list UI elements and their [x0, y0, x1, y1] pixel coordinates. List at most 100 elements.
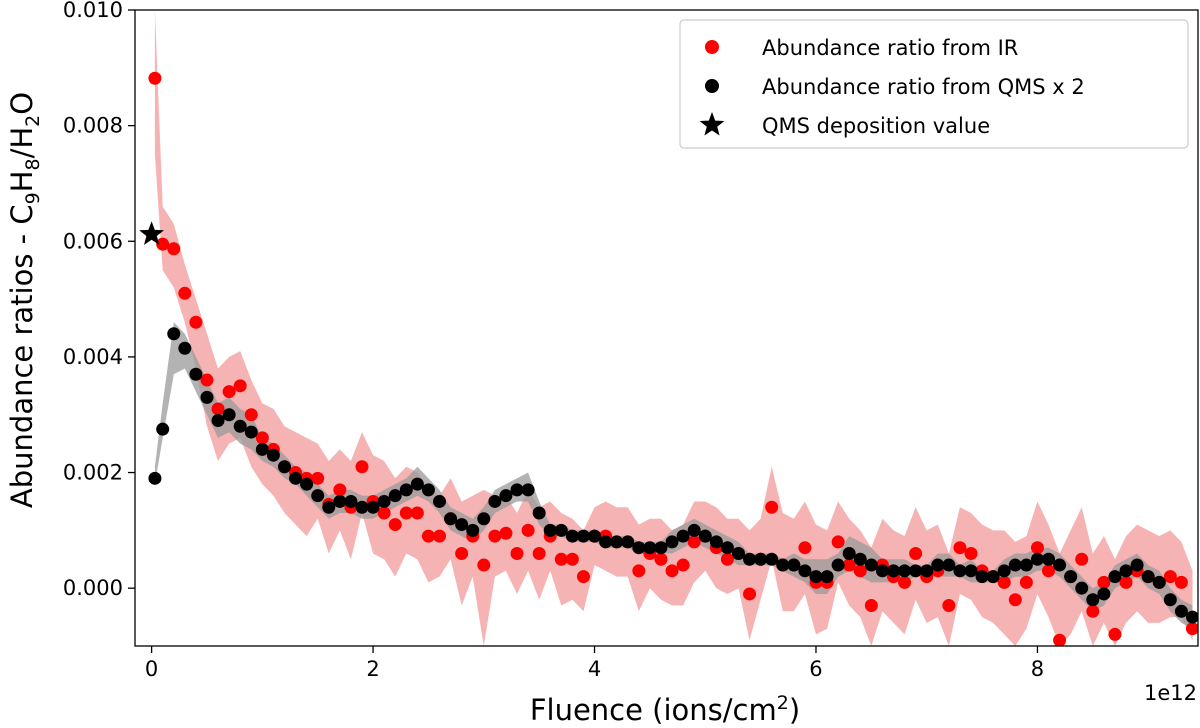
ir-point	[909, 546, 923, 560]
y-tick-label: 0.000	[63, 576, 123, 600]
qms-point	[909, 564, 923, 578]
ir-point	[189, 315, 203, 329]
x-tick-label: 2	[366, 657, 379, 681]
qms-point	[610, 535, 624, 549]
ir-point	[687, 535, 701, 549]
ir-point	[510, 546, 524, 560]
legend-star-label: QMS deposition value	[762, 114, 990, 138]
qms-point	[156, 422, 170, 436]
ir-point	[632, 564, 646, 578]
qms-point	[178, 341, 192, 355]
qms-point	[731, 546, 745, 560]
ir-point	[665, 564, 679, 578]
ir-point	[244, 408, 258, 422]
ir-point	[455, 546, 469, 560]
qms-point	[831, 558, 845, 572]
ir-point	[532, 546, 546, 560]
qms-point	[1086, 593, 1100, 607]
qms-point	[421, 483, 435, 497]
ir-point	[311, 471, 325, 485]
qms-point	[654, 541, 668, 555]
ir-point	[1185, 622, 1198, 636]
qms-point	[543, 523, 557, 537]
qms-point	[942, 558, 956, 572]
ir-point	[554, 552, 568, 566]
qms-point	[698, 529, 712, 543]
qms-point	[388, 489, 402, 503]
qms-point	[255, 442, 269, 456]
qms-point	[1075, 581, 1089, 595]
qms-point	[1097, 587, 1111, 601]
qms-point	[322, 500, 336, 514]
qms-point	[244, 425, 258, 439]
qms-point	[344, 494, 358, 508]
ir-point	[222, 385, 236, 399]
x-axis-label-base: Fluence (ions/cm	[530, 693, 777, 727]
qms-point	[167, 327, 181, 341]
ir-point	[831, 535, 845, 549]
qms-point	[886, 564, 900, 578]
x-tick-label: 6	[809, 657, 822, 681]
ir-point	[200, 373, 214, 387]
y-tick-label: 0.010	[63, 0, 123, 22]
qms-point	[554, 523, 568, 537]
y-tick-label: 0.004	[63, 345, 123, 369]
ir-point	[853, 564, 867, 578]
x-axis-ticks: 0 2 4 6 8	[145, 646, 1044, 681]
ir-point	[355, 460, 369, 474]
ir-point	[1119, 575, 1133, 589]
qms-point	[510, 483, 524, 497]
ir-point	[1108, 627, 1122, 641]
legend-box	[679, 19, 1189, 149]
qms-point	[1030, 552, 1044, 566]
qms-point	[820, 570, 834, 584]
y-axis-label-mid1: H	[5, 170, 39, 192]
y-tick-label: 0.006	[63, 229, 123, 253]
x-axis-label: Fluence (ions/cm2)	[530, 692, 800, 727]
ir-point	[1075, 552, 1089, 566]
qms-point	[333, 494, 347, 508]
qms-point	[875, 564, 889, 578]
qms-point	[632, 541, 646, 555]
legend-ir-label: Abundance ratio from IR	[762, 36, 1018, 60]
qms-point	[399, 483, 413, 497]
ir-point	[333, 483, 347, 497]
qms-point	[1119, 564, 1133, 578]
deposition-star	[139, 221, 164, 245]
qms-point	[643, 541, 657, 555]
qms-point	[975, 570, 989, 584]
ir-point	[255, 431, 269, 445]
legend-qms-label: Abundance ratio from QMS x 2	[762, 75, 1085, 99]
legend: Abundance ratio from IR Abundance ratio …	[679, 19, 1189, 149]
ir-point	[421, 529, 435, 543]
ir-point	[898, 575, 912, 589]
qms-point	[311, 489, 325, 503]
y-axis-label-sub3: 2	[22, 115, 44, 127]
qms-point	[842, 546, 856, 560]
qms-point	[1174, 604, 1188, 618]
qms-point	[720, 541, 734, 555]
ir-point	[765, 500, 779, 514]
qms-point	[488, 494, 502, 508]
qms-point	[997, 564, 1011, 578]
ir-point	[1097, 575, 1111, 589]
qms-point	[676, 529, 690, 543]
qms-point	[211, 414, 225, 428]
qms-point	[665, 535, 679, 549]
qms-point	[1152, 575, 1166, 589]
ir-point	[964, 546, 978, 560]
ir-point	[377, 506, 391, 520]
qms-point	[787, 558, 801, 572]
ir-point	[953, 541, 967, 555]
qms-point	[277, 460, 291, 474]
y-axis-label-prefix: Abundance ratios - C	[5, 204, 39, 508]
qms-point	[1019, 558, 1033, 572]
qms-point	[776, 558, 790, 572]
qms-point	[798, 564, 812, 578]
plot-frame	[134, 9, 1199, 647]
ir-point	[565, 552, 579, 566]
ir-point	[942, 599, 956, 613]
qms-point	[986, 570, 1000, 584]
qms-point	[931, 558, 945, 572]
